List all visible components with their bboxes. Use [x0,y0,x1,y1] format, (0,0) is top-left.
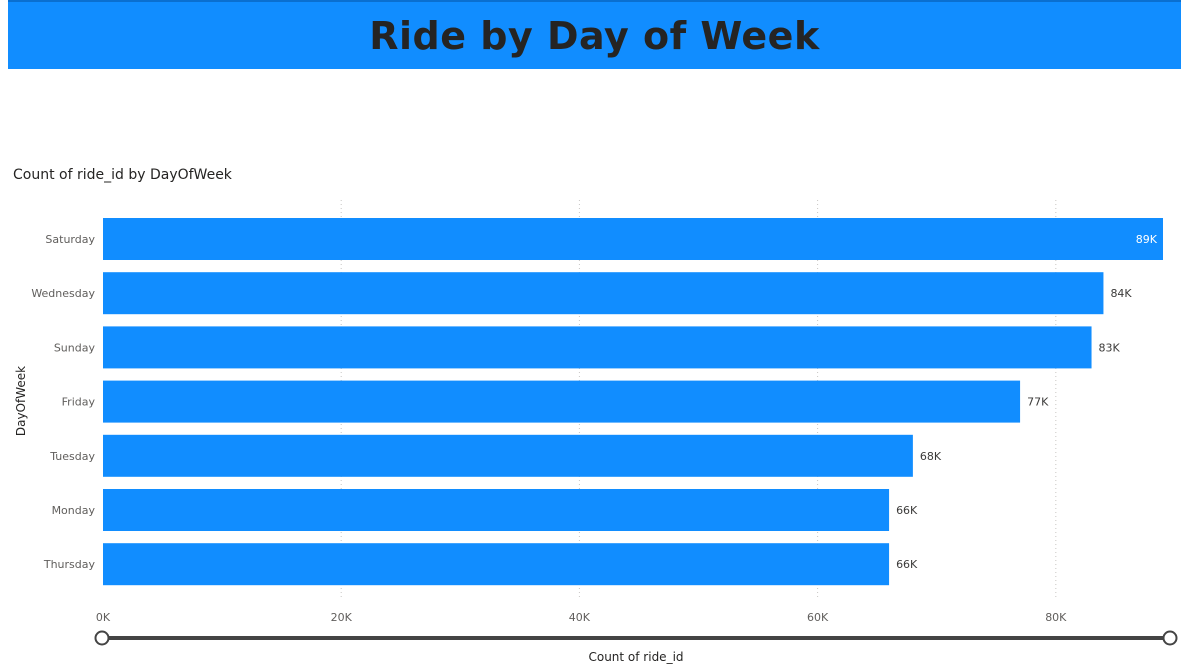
chart-title: Count of ride_id by DayOfWeek [13,167,232,183]
data-label: 66K [896,504,918,517]
bar [103,543,890,586]
category-label: Wednesday [31,287,95,300]
category-label: Tuesday [49,450,95,463]
category-label: Sunday [54,341,96,354]
data-label: 77K [1027,396,1049,409]
data-label: 83K [1099,341,1121,354]
bar [103,326,1092,369]
x-axis-title: Count of ride_id [588,650,683,664]
x-tick-label: 40K [569,611,591,624]
data-label: 84K [1110,287,1132,300]
header-banner: Ride by Day of Week [8,0,1181,69]
bar [103,380,1021,423]
category-label: Friday [62,396,96,409]
bar [103,272,1104,315]
data-label: 89K [1136,233,1158,246]
x-tick-label: 0K [96,611,111,624]
bar [103,218,1163,260]
category-label: Thursday [43,558,96,571]
data-label: 68K [920,450,942,463]
x-tick-label: 80K [1045,611,1067,624]
x-tick-label: 60K [807,611,829,624]
x-tick-label: 20K [331,611,353,624]
zoom-slider-handle-left[interactable] [94,630,110,646]
bar [103,434,913,477]
category-label: Saturday [45,233,95,246]
bar [103,489,890,531]
category-label: Monday [52,504,96,517]
zoom-slider-handle-right[interactable] [1162,630,1178,646]
page-title: Ride by Day of Week [369,13,820,58]
data-label: 66K [896,558,918,571]
y-axis-title: DayOfWeek [14,366,28,436]
